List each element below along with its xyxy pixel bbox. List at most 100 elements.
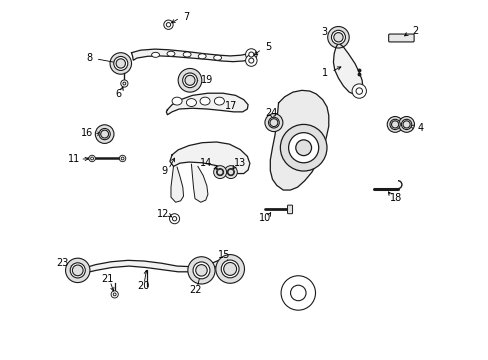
Circle shape [224,166,237,179]
Circle shape [227,168,234,176]
Circle shape [90,157,93,160]
FancyBboxPatch shape [388,34,413,42]
FancyBboxPatch shape [287,205,292,214]
Text: 11: 11 [67,154,80,164]
Circle shape [163,20,173,30]
Circle shape [217,169,223,175]
Circle shape [193,262,209,279]
Text: 18: 18 [389,193,402,203]
Circle shape [216,168,223,176]
Circle shape [268,117,279,128]
Circle shape [187,257,215,284]
Circle shape [227,169,233,175]
Ellipse shape [151,52,159,57]
Text: 15: 15 [218,250,230,260]
Circle shape [386,117,402,132]
Text: 14: 14 [200,158,212,168]
Text: 10: 10 [259,213,271,223]
Text: 4: 4 [416,123,423,133]
Circle shape [101,130,108,138]
Circle shape [178,68,202,92]
Circle shape [72,265,83,276]
Circle shape [122,82,125,85]
Circle shape [269,119,277,127]
Circle shape [215,255,244,283]
Circle shape [65,258,90,283]
Ellipse shape [167,51,175,56]
Circle shape [331,30,345,44]
Text: 23: 23 [56,258,68,268]
Text: 16: 16 [81,128,93,138]
Text: 8: 8 [86,53,92,63]
Polygon shape [85,260,220,273]
Circle shape [119,155,125,162]
Text: 7: 7 [183,12,189,22]
Circle shape [401,119,411,130]
Circle shape [172,217,176,221]
Polygon shape [171,166,183,202]
Circle shape [351,84,366,98]
Text: 5: 5 [264,42,271,53]
Circle shape [195,265,207,276]
Circle shape [288,133,318,163]
Circle shape [398,117,414,132]
Ellipse shape [198,54,206,59]
Circle shape [281,276,315,310]
Text: 20: 20 [137,281,149,291]
Circle shape [183,73,197,87]
Polygon shape [333,43,362,95]
Circle shape [245,55,257,66]
Circle shape [223,262,236,275]
Text: 6: 6 [115,89,121,99]
Circle shape [391,121,398,128]
Circle shape [264,114,282,132]
Circle shape [280,125,326,171]
Circle shape [114,57,127,71]
Ellipse shape [200,97,210,105]
Polygon shape [191,164,207,202]
Text: 3: 3 [321,27,326,37]
Circle shape [113,293,116,296]
Circle shape [213,166,226,179]
Text: 24: 24 [264,108,277,118]
Circle shape [355,88,362,94]
Circle shape [333,33,343,42]
Text: 22: 22 [189,285,202,295]
Polygon shape [270,90,328,190]
Ellipse shape [213,55,221,60]
Ellipse shape [186,99,196,107]
Polygon shape [166,93,247,115]
Circle shape [184,75,195,85]
Text: 19: 19 [201,75,213,85]
Circle shape [70,263,85,278]
Polygon shape [169,142,249,174]
Ellipse shape [183,52,191,57]
Text: 12: 12 [156,209,168,219]
Text: 13: 13 [233,158,245,168]
Circle shape [248,58,253,63]
Text: 21: 21 [102,274,114,284]
Circle shape [116,59,125,68]
Ellipse shape [172,97,182,105]
Text: 1: 1 [321,68,327,78]
Text: 9: 9 [162,166,168,176]
Circle shape [121,80,128,87]
Circle shape [95,125,114,143]
Ellipse shape [214,97,224,105]
Polygon shape [131,49,250,62]
Circle shape [290,285,305,301]
Circle shape [245,49,257,60]
Circle shape [89,155,95,162]
Circle shape [295,140,311,156]
Circle shape [169,214,179,224]
Circle shape [248,52,253,57]
Text: 2: 2 [411,27,417,36]
Text: 17: 17 [224,100,237,111]
Circle shape [221,260,239,278]
Circle shape [389,119,399,130]
Circle shape [110,53,131,74]
Circle shape [99,129,110,140]
Circle shape [327,27,348,48]
Circle shape [166,23,170,27]
Circle shape [111,291,118,298]
